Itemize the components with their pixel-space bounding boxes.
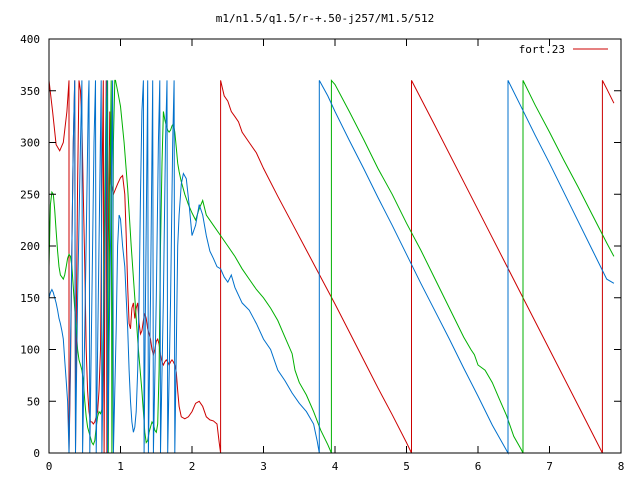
x-tick-label: 0 bbox=[46, 460, 53, 473]
y-tick-label: 300 bbox=[20, 137, 40, 150]
x-tick-label: 5 bbox=[403, 460, 410, 473]
legend-label: fort.23 bbox=[519, 43, 565, 56]
series-line-1 bbox=[48, 80, 615, 454]
legend: fort.23 bbox=[519, 43, 608, 56]
x-tick-label: 3 bbox=[260, 460, 267, 473]
y-tick-label: 150 bbox=[20, 292, 40, 305]
y-tick-label: 0 bbox=[33, 447, 40, 460]
y-tick-label: 100 bbox=[20, 344, 40, 357]
x-tick-label: 2 bbox=[189, 460, 196, 473]
y-tick-label: 50 bbox=[27, 395, 40, 408]
y-tick-label: 400 bbox=[20, 33, 40, 46]
series-line-2 bbox=[48, 79, 615, 454]
series-lines bbox=[48, 79, 615, 455]
axis-ticks: 0 1 2 3 4 5 6 7 8 0 50 100 150 200 250 300 350 400 bbox=[20, 33, 624, 473]
x-tick-label: 7 bbox=[546, 460, 553, 473]
x-tick-label: 6 bbox=[475, 460, 482, 473]
x-tick-label: 8 bbox=[618, 460, 625, 473]
chart-title: m1/n1.5/q1.5/r-+.50-j257/M1.5/512 bbox=[216, 12, 435, 25]
x-tick-label: 1 bbox=[117, 460, 124, 473]
plot-frame bbox=[48, 38, 622, 454]
x-tick-label: 4 bbox=[332, 460, 339, 473]
y-tick-label: 200 bbox=[20, 240, 40, 253]
y-tick-label: 350 bbox=[20, 85, 40, 98]
y-tick-label: 250 bbox=[20, 188, 40, 201]
